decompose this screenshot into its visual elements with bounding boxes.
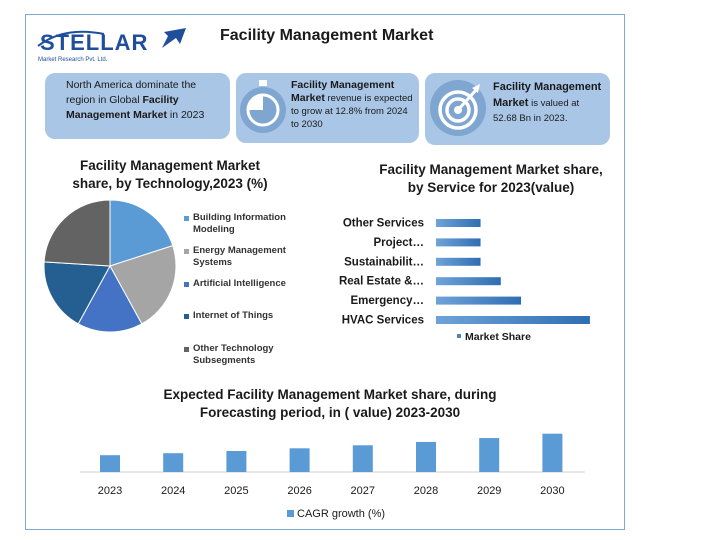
- year-tick-label: 2028: [414, 485, 438, 497]
- forecast-bar: [542, 433, 563, 472]
- service-bar: [436, 277, 501, 286]
- pie-chart: [43, 199, 177, 333]
- year-tick-label: 2026: [287, 485, 311, 497]
- legend-swatch: [184, 216, 189, 221]
- forecast-bar: [352, 445, 373, 472]
- forecast-bar-chart: 2023 2024 2025 2026 2027 2028 2029 2030 CAGR gro…: [80, 433, 585, 520]
- service-chart-title: Facility Management Market share, by Ser…: [379, 162, 603, 195]
- forecast-bar: [100, 455, 120, 472]
- service-category-label: Sustainabilit…: [344, 256, 424, 268]
- service-category-label: Real Estate &…: [339, 276, 424, 288]
- forecast-legend-swatch: [287, 510, 294, 517]
- forecast-bar: [163, 453, 184, 472]
- info-card-growth-text: Facility Management Market revenue is ex…: [291, 79, 416, 131]
- info-card-region: [45, 73, 230, 139]
- info-card-value-text: Facility Management Market is valued at …: [493, 79, 603, 126]
- legend-label: Energy Management Systems: [193, 245, 286, 268]
- year-tick-label: 2024: [161, 485, 185, 497]
- service-legend-label: Market Share: [465, 331, 531, 343]
- pie-slice: [77, 264, 143, 333]
- service-bar: [436, 238, 481, 247]
- year-tick-label: 2027: [351, 485, 375, 497]
- target-icon: [428, 78, 488, 138]
- pie-chart-title: Facility Management Market share, by Tec…: [72, 158, 268, 191]
- service-category-label: Project…: [374, 237, 425, 249]
- stellar-logo: STELLAR Market Research Pvt. Ltd.: [37, 28, 186, 63]
- forecast-bar: [226, 451, 247, 472]
- stopwatch-icon: [238, 78, 288, 136]
- legend-label: Artificial Intelligence: [193, 278, 286, 289]
- pie-slice: [109, 199, 174, 267]
- service-category-label: Emergency…: [350, 295, 424, 307]
- legend-swatch: [184, 282, 189, 287]
- card3-text-bold: Facility Management Market: [493, 81, 602, 109]
- card2-text-post: revenue is expected to grow at 12.8% fro…: [291, 93, 413, 130]
- forecast-bar: [289, 448, 310, 472]
- service-bar: [436, 296, 522, 305]
- legend-swatch: [184, 249, 189, 254]
- year-tick-label: 2029: [477, 485, 501, 497]
- page-title: Facility Management Market: [220, 27, 434, 44]
- year-tick-label: 2025: [224, 485, 248, 497]
- pie-slice: [109, 244, 177, 325]
- logo-text: STELLAR: [40, 30, 148, 55]
- service-bar-chart: HVAC Services Emergency… Real Estate &… Sus…: [339, 218, 590, 343]
- forecast-bar: [416, 441, 436, 472]
- forecast-chart-title: Expected Facility Management Market shar…: [163, 387, 497, 420]
- card3-text-post: is valued at 52.68 Bn in 2023.: [493, 98, 580, 124]
- service-category-label: HVAC Services: [342, 315, 424, 327]
- card1-text-pre: North America dominate the region in Glo…: [66, 79, 197, 106]
- logo-subtext: Market Research Pvt. Ltd.: [38, 57, 108, 63]
- forecast-legend-label: CAGR growth (%): [297, 508, 385, 520]
- legend-label: Internet of Things: [193, 310, 274, 321]
- legend-label: Building Information Modeling: [193, 212, 286, 235]
- card2-text-bold: Facility Management Market: [291, 79, 395, 104]
- info-card-region-text: North America dominate the region in Glo…: [66, 78, 226, 123]
- card1-text-bold: Facility Management Market: [66, 94, 179, 121]
- pie-slice: [43, 261, 111, 325]
- year-tick-label: 2023: [98, 485, 122, 497]
- service-category-label: Other Services: [343, 218, 424, 230]
- service-bar: [436, 219, 481, 227]
- forecast-bar: [479, 438, 500, 472]
- legend-label: Other Technology Subsegments: [193, 343, 274, 366]
- legend-swatch: [184, 314, 189, 319]
- legend-swatch: [184, 347, 189, 352]
- year-tick-label: 2030: [540, 485, 564, 497]
- card1-text-post: in 2023: [166, 109, 205, 121]
- pie-slice: [43, 199, 111, 267]
- service-bar: [436, 257, 481, 266]
- service-legend-swatch: [457, 334, 461, 338]
- service-bar: [436, 316, 590, 324]
